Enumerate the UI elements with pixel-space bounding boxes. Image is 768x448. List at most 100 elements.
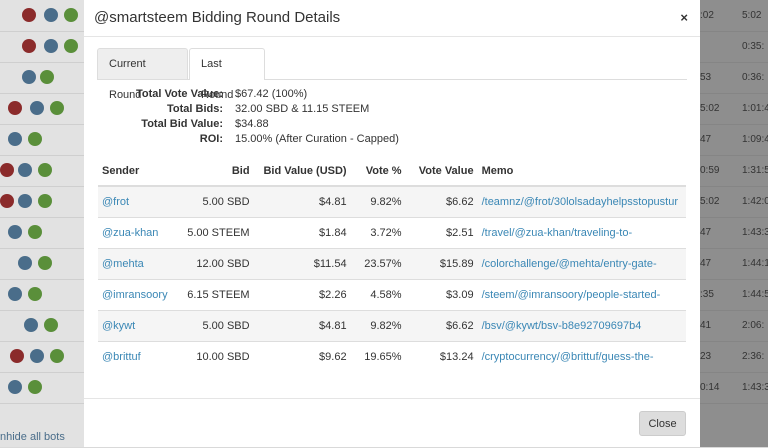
sender-link[interactable]: @kywt	[102, 320, 136, 332]
vote-value-cell: $13.24	[405, 341, 478, 372]
bidding-round-modal: @smartsteem Bidding Round Details × Curr…	[84, 0, 700, 447]
time-cell: 2:06:	[742, 320, 765, 331]
bid-cell: 6.15 STEEM	[171, 279, 254, 311]
sender-link[interactable]: @frot	[102, 196, 130, 208]
memo-link[interactable]: /teamnz/@frot/30lolsadayhelpsstopustur	[481, 196, 679, 208]
steem-icon	[8, 225, 22, 239]
dollar-icon	[50, 349, 64, 363]
steem-icon	[8, 380, 22, 394]
bot-icon	[0, 163, 14, 177]
steem-icon	[30, 349, 44, 363]
tab-last-round[interactable]: Last Round	[189, 48, 265, 101]
bot-icon	[22, 8, 36, 22]
bid-cell: 10.00 SBD	[171, 341, 254, 372]
memo-link[interactable]: /travel/@zua-khan/traveling-to-	[481, 227, 633, 239]
vote-pct-cell: 4.58%	[350, 279, 406, 311]
table-row: @kywt 5.00 SBD $4.81 9.82% $6.62 /bsv/@k…	[98, 310, 686, 342]
bid-cell: 5.00 SBD	[171, 185, 254, 218]
time-cell: 1:09:4	[742, 134, 768, 145]
dollar-icon	[50, 101, 64, 115]
sender-link[interactable]: @brittuf	[102, 351, 141, 363]
bid-value-cell: $4.81	[253, 310, 351, 342]
close-button[interactable]: Close	[639, 411, 686, 436]
close-icon[interactable]: ×	[680, 10, 688, 25]
column-header-bid: Bid	[171, 156, 254, 187]
column-header-vote-pct: Vote %	[350, 156, 406, 187]
vote-value-cell: $15.89	[405, 248, 478, 280]
time-cell: 1:44:5	[742, 289, 768, 300]
dollar-icon	[38, 256, 52, 270]
steem-icon	[8, 287, 22, 301]
table-row: @frot 5.00 SBD $4.81 9.82% $6.62 /teamnz…	[98, 185, 686, 218]
time-cell: 2:36:	[742, 351, 765, 362]
time-cell: 1:42:0	[742, 196, 768, 207]
total-bids-label: Total Bids:	[166, 103, 223, 115]
bid-value-cell: $2.26	[253, 279, 351, 311]
memo-link[interactable]: /bsv/@kywt/bsv-b8e92709697b4	[481, 320, 642, 332]
table-header-row: Sender Bid Bid Value (USD) Vote % Vote V…	[98, 156, 686, 187]
round-tabs: Current Round Last Round	[97, 48, 687, 101]
memo-link[interactable]: /steem/@imransoory/people-started-	[481, 289, 661, 301]
vote-value-cell: $6.62	[405, 185, 478, 218]
total-bid-value-label: Total Bid Value:	[141, 118, 223, 130]
column-header-sender: Sender	[98, 156, 172, 187]
time-cell: 1:44:1	[742, 258, 768, 269]
time-cell: 1:31:5	[742, 165, 768, 176]
total-vote-value-label: Total Vote Value:	[136, 88, 223, 100]
sender-link[interactable]: @mehta	[102, 258, 144, 270]
background-row	[0, 186, 84, 218]
bid-value-cell: $11.54	[253, 248, 351, 280]
dollar-icon	[28, 380, 42, 394]
vote-value-cell: $3.09	[405, 279, 478, 311]
steem-icon	[22, 70, 36, 84]
dollar-icon	[64, 39, 78, 53]
bid-cell: 5.00 SBD	[171, 310, 254, 342]
bot-icon	[0, 194, 14, 208]
unhide-all-bots-link[interactable]: nhide all bots	[0, 431, 65, 443]
background-bot-list: nhide all bots	[0, 0, 84, 447]
table-row: @imransoory 6.15 STEEM $2.26 4.58% $3.09…	[98, 279, 686, 311]
dollar-icon	[38, 194, 52, 208]
modal-footer: Close	[84, 398, 700, 448]
background-row	[0, 341, 84, 373]
background-row	[0, 310, 84, 342]
background-times-column: :02 5:02 0:35: 53 0:36: 5:02 1:01:4 47 1:09:…	[700, 0, 768, 447]
table-row: @brittuf 10.00 SBD $9.62 19.65% $13.24 /…	[98, 341, 686, 372]
column-header-memo: Memo	[477, 156, 686, 187]
dollar-icon	[40, 70, 54, 84]
steem-icon	[18, 163, 32, 177]
dollar-icon	[28, 132, 42, 146]
bid-value-cell: $4.81	[253, 185, 351, 218]
background-row	[0, 155, 84, 187]
vote-pct-cell: 9.82%	[350, 310, 406, 342]
dollar-icon	[44, 318, 58, 332]
vote-pct-cell: 3.72%	[350, 217, 406, 249]
background-row	[0, 93, 84, 125]
time-cell: 1:43:3	[742, 382, 768, 393]
bot-icon	[22, 39, 36, 53]
dollar-icon	[28, 287, 42, 301]
steem-icon	[18, 256, 32, 270]
vote-pct-cell: 23.57%	[350, 248, 406, 280]
memo-link[interactable]: /cryptocurrency/@brittuf/guess-the-	[481, 351, 654, 363]
bid-cell: 12.00 SBD	[171, 248, 254, 280]
dollar-icon	[38, 163, 52, 177]
sender-link[interactable]: @zua-khan	[102, 227, 159, 239]
vote-pct-cell: 19.65%	[350, 341, 406, 372]
table-row: @zua-khan 5.00 STEEM $1.84 3.72% $2.51 /…	[98, 217, 686, 249]
tab-current-round[interactable]: Current Round	[97, 48, 188, 101]
vote-pct-cell: 9.82%	[350, 185, 406, 218]
steem-icon	[18, 194, 32, 208]
bid-value-cell: $1.84	[253, 217, 351, 249]
memo-link[interactable]: /colorchallenge/@mehta/entry-gate-	[481, 258, 657, 270]
background-row	[0, 62, 84, 94]
roi-label: ROI:	[199, 133, 223, 145]
time-cell: 0:36:	[742, 72, 765, 83]
background-row	[0, 31, 84, 63]
bid-cell: 5.00 STEEM	[171, 217, 254, 249]
table-row: @mehta 12.00 SBD $11.54 23.57% $15.89 /c…	[98, 248, 686, 280]
time-cell: 5:02	[742, 10, 762, 21]
sender-link[interactable]: @imransoory	[102, 289, 168, 301]
background-row	[0, 0, 84, 32]
modal-header: @smartsteem Bidding Round Details ×	[84, 0, 700, 37]
